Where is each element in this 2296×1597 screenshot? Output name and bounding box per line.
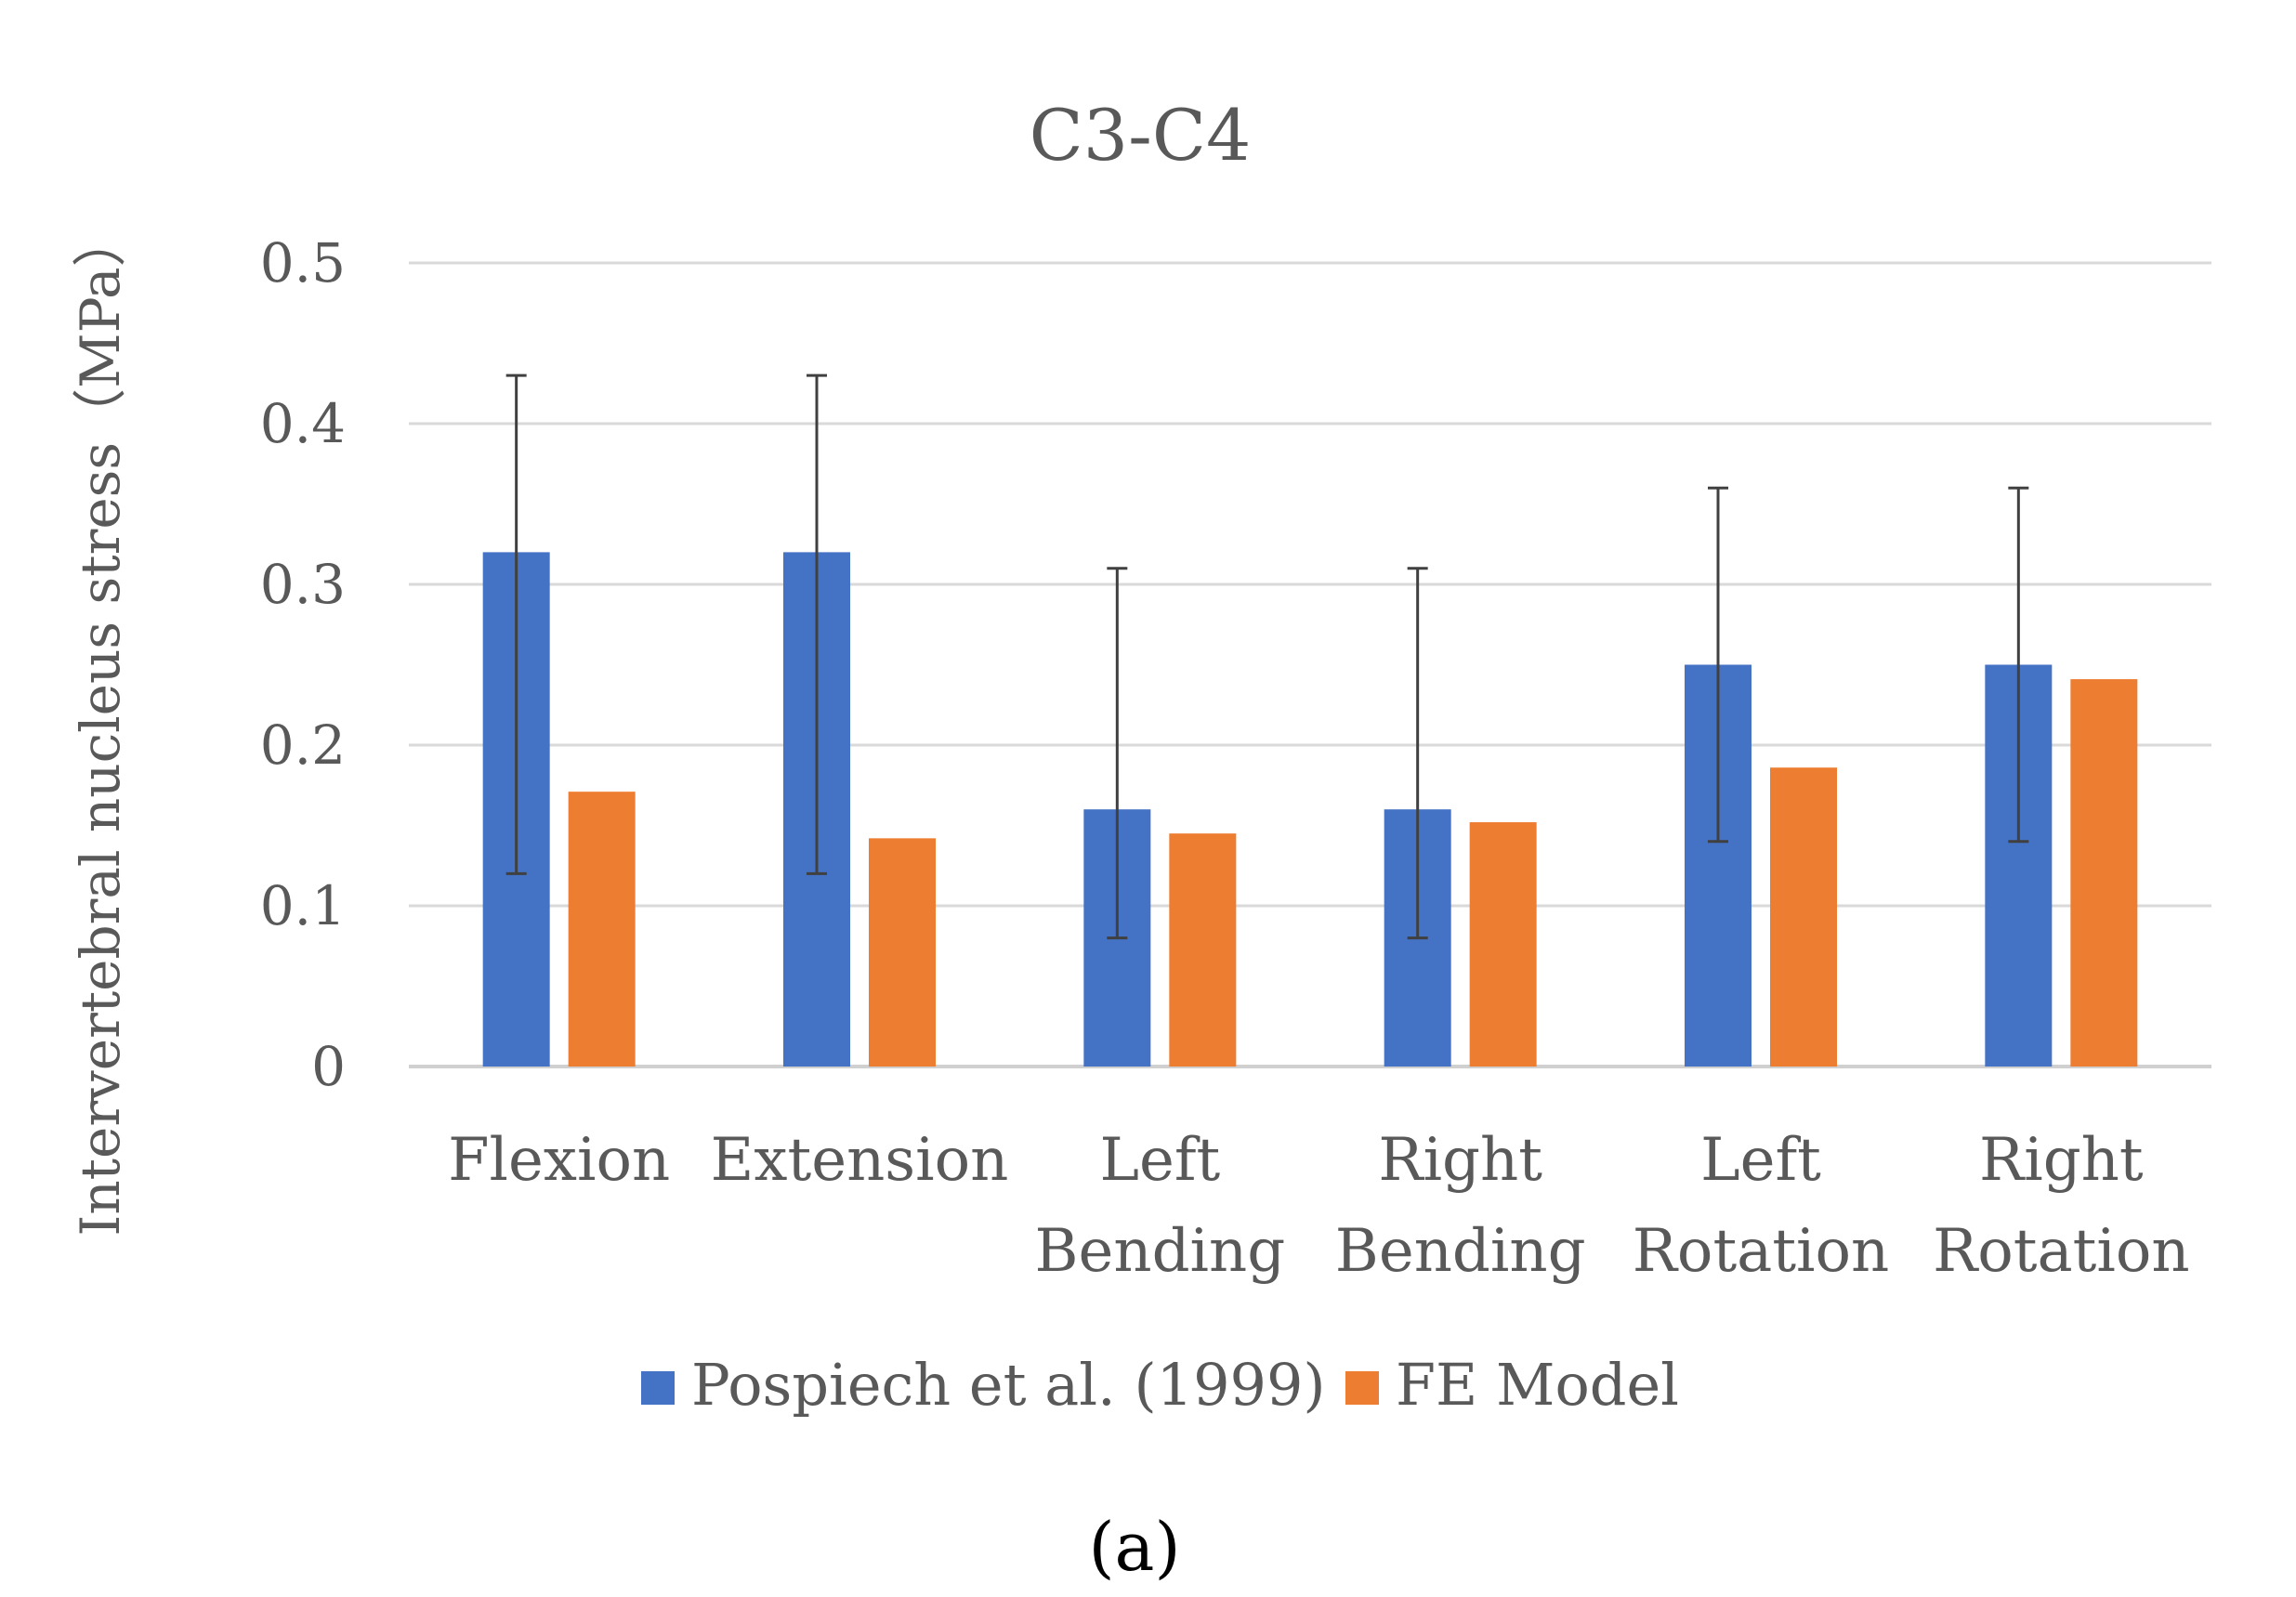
bar-fe-model <box>1469 822 1537 1067</box>
y-tick-label: 0.2 <box>260 713 346 777</box>
bar-fe-model <box>1169 833 1237 1067</box>
x-category-label: Right Rotation <box>1933 1126 2190 1286</box>
bar-fe-model <box>2070 679 2138 1067</box>
x-category-label: Flexion <box>448 1126 670 1195</box>
x-category-label: Extension <box>711 1126 1009 1195</box>
x-category-label: Left Bending <box>1034 1126 1285 1286</box>
bars <box>482 552 2138 1067</box>
bar-fe-model <box>1770 767 1837 1067</box>
y-tick-label: 0.4 <box>260 392 346 455</box>
panel-label: (a) <box>1088 1508 1180 1586</box>
legend-label-pospiech: Pospiech et al. (1999) <box>691 1351 1326 1419</box>
gridlines <box>409 261 2211 1068</box>
error-bars <box>505 373 2029 940</box>
x-axis-categories: Flexion Extension Left Bending Right Bending L… <box>448 1126 2189 1286</box>
bar-fe-model <box>869 838 936 1067</box>
chart-title: C3-C4 <box>1030 94 1252 177</box>
bar-fe-model <box>568 792 636 1067</box>
y-tick-label: 0.5 <box>260 231 346 295</box>
x-category-label: Right Bending <box>1335 1126 1586 1286</box>
y-tick-label: 0.1 <box>260 874 346 937</box>
legend-swatch-pospiech <box>641 1371 675 1405</box>
y-axis-label: Intervertebral nucleus stress（MPa） <box>69 213 132 1236</box>
y-tick-label: 0 <box>311 1035 346 1098</box>
legend-swatch-fe-model <box>1345 1371 1379 1405</box>
y-axis-ticks: 0 0.1 0.2 0.3 0.4 0.5 <box>260 231 346 1098</box>
y-tick-label: 0.3 <box>260 553 346 616</box>
legend-label-fe-model: FE Model <box>1396 1351 1679 1419</box>
legend: Pospiech et al. (1999) FE Model <box>641 1351 1679 1419</box>
x-category-label: Left Rotation <box>1633 1126 1890 1286</box>
